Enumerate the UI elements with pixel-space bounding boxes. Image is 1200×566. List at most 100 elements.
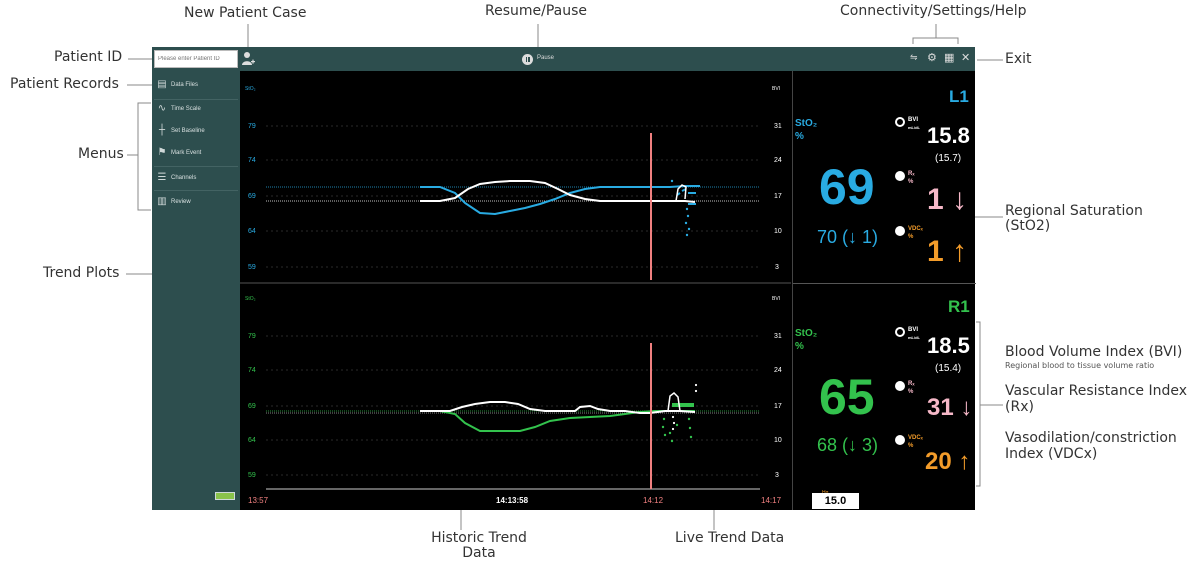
left-tick: 79 (248, 333, 256, 340)
patient-id-input[interactable] (154, 50, 238, 68)
vdcx-radio[interactable] (895, 435, 905, 445)
vdcx-value-r1: 20 ↑ (925, 448, 971, 475)
sidebar-item-review[interactable]: ▥ Review (152, 192, 240, 214)
callout-historic-trend: Historic Trend (431, 530, 527, 546)
rx-value-r1: 31 ↓ (927, 394, 973, 421)
bvi-value-r1: 18.5 (927, 333, 970, 358)
rx-radio[interactable] (895, 381, 905, 391)
callout-new-patient-case: New Patient Case (184, 5, 307, 21)
hgb-value-field[interactable]: 15.0 (812, 493, 859, 509)
vdcx-label: VDCₓ (908, 226, 923, 232)
bvi-radio[interactable] (895, 117, 905, 127)
left-tick: 74 (248, 157, 256, 164)
rx-label: Rₓ (908, 171, 915, 177)
right-tick: 10 (774, 228, 782, 235)
gear-icon[interactable]: ⚙ (927, 51, 937, 64)
callout-live-trend: Live Trend Data (675, 530, 785, 546)
callout-historic-trend-sub: Data (462, 545, 496, 561)
trend-plot-r1: StO₂ BVI 79 74 69 64 59 31 (245, 296, 782, 479)
bvi-trend-line (420, 401, 696, 414)
right-tick: 31 (774, 333, 782, 340)
trend-plot-l1: StO₂ BVI 79 74 69 64 59 31 (245, 86, 782, 271)
live-trend-points (670, 179, 696, 237)
right-tick: 24 (774, 157, 782, 164)
right-tick: 17 (774, 403, 782, 410)
callout-regional-saturation: Regional Saturation (1005, 203, 1143, 219)
sidebar-divider (154, 99, 238, 100)
timeline-marker-label: 14:12 (643, 496, 664, 505)
callout-bvi: Blood Volume Index (BVI) (1005, 344, 1183, 360)
bvi-unit: mL/dL (908, 335, 920, 340)
right-axis-label: BVI (772, 296, 780, 302)
left-tick: 69 (248, 403, 256, 410)
channel-divider (793, 283, 976, 284)
flag-icon: ⚑ (157, 147, 167, 158)
connectivity-icon[interactable]: ⇋ (910, 53, 918, 63)
bvi-label: BVI (908, 327, 919, 333)
battery-icon (215, 492, 235, 500)
bvi-trend-line (420, 180, 696, 203)
bvi-value-l1: 15.8 (927, 123, 970, 148)
right-axis-label: BVI (772, 86, 780, 92)
callout-connectivity: Connectivity/Settings/Help (840, 3, 1027, 19)
left-tick: 64 (248, 437, 256, 444)
sidebar-item-time-scale[interactable]: ∿ Time Scale (152, 99, 240, 121)
pause-icon[interactable] (522, 54, 533, 65)
help-icon[interactable]: ▦ (944, 51, 955, 64)
sidebar-divider (154, 190, 238, 191)
left-tick: 59 (248, 264, 256, 271)
sto2-unit: % (795, 341, 804, 352)
left-tick: 79 (248, 123, 256, 130)
timeline-start-label: 13:57 (248, 496, 269, 505)
file-icon: ▤ (157, 79, 167, 90)
sidebar-item-data-files[interactable]: ▤ Data Files (152, 75, 240, 97)
vdcx-unit: % (908, 443, 914, 449)
callout-vdcx-sub: Index (VDCx) (1005, 446, 1098, 462)
sidebar-divider (154, 166, 238, 167)
callout-resume-pause: Resume/Pause (485, 3, 588, 19)
bvi-unit: mL/dL (908, 125, 920, 130)
sidebar-item-label: Review (171, 199, 191, 205)
list-icon: ▥ (157, 196, 167, 207)
sto2-trend-line (420, 185, 700, 216)
callout-vdcx: Vasodilation/constriction (1005, 430, 1177, 446)
sidebar-item-label: Time Scale (171, 106, 201, 112)
vdcx-value-l1: 1 ↑ (927, 235, 968, 268)
rx-radio[interactable] (895, 171, 905, 181)
bvi-label: BVI (908, 117, 919, 123)
bvi-baseline-l1: (15.7) (935, 153, 962, 164)
sidebar-item-set-baseline[interactable]: ┼ Set Baseline (152, 121, 240, 143)
sidebar-item-mark-event[interactable]: ⚑ Mark Event (152, 143, 240, 165)
callout-regional-saturation-sub: (StO2) (1005, 218, 1051, 234)
callout-rx: Vascular Resistance Index (1005, 383, 1188, 399)
sidebar-item-label: Channels (171, 175, 197, 181)
trend-plots[interactable]: StO₂ BVI 79 74 69 64 59 31 (240, 71, 791, 510)
sidebar-item-channels[interactable]: ☰ Channels (152, 168, 240, 190)
callout-patient-records: Patient Records (10, 76, 119, 92)
channel-name-l1: L1 (949, 87, 969, 106)
close-icon[interactable]: ✕ (961, 51, 971, 64)
pause-label[interactable]: Pause (537, 55, 555, 61)
vdcx-radio[interactable] (895, 226, 905, 236)
left-tick: 74 (248, 367, 256, 374)
rx-value-l1: 1 ↓ (927, 183, 968, 216)
sto2-baseline-r1: 68 (↓ 3) (817, 435, 879, 455)
sto2-baseline-l1: 70 (↓ 1) (817, 227, 879, 247)
left-tick: 64 (248, 228, 256, 235)
right-tick: 3 (775, 264, 779, 271)
sidebar-item-label: Mark Event (171, 150, 202, 156)
channel-name-r1: R1 (948, 297, 970, 316)
timeline-end-label: 14:17 (761, 496, 782, 505)
crosshair-icon: ┼ (158, 125, 166, 136)
sto2-label: StO₂ (795, 328, 818, 339)
sto2-unit: % (795, 131, 804, 142)
right-tick: 31 (774, 123, 782, 130)
right-tick: 24 (774, 367, 782, 374)
bvi-radio[interactable] (895, 327, 905, 337)
trend-plot-canvas[interactable]: StO₂ BVI 79 74 69 64 59 31 (240, 71, 791, 510)
sto2-value-r1: 65 (819, 369, 875, 425)
new-patient-icon[interactable] (241, 51, 255, 67)
bvi-baseline-r1: (15.4) (935, 363, 962, 374)
left-axis-label: StO₂ (245, 86, 256, 92)
right-tick: 17 (774, 193, 782, 200)
